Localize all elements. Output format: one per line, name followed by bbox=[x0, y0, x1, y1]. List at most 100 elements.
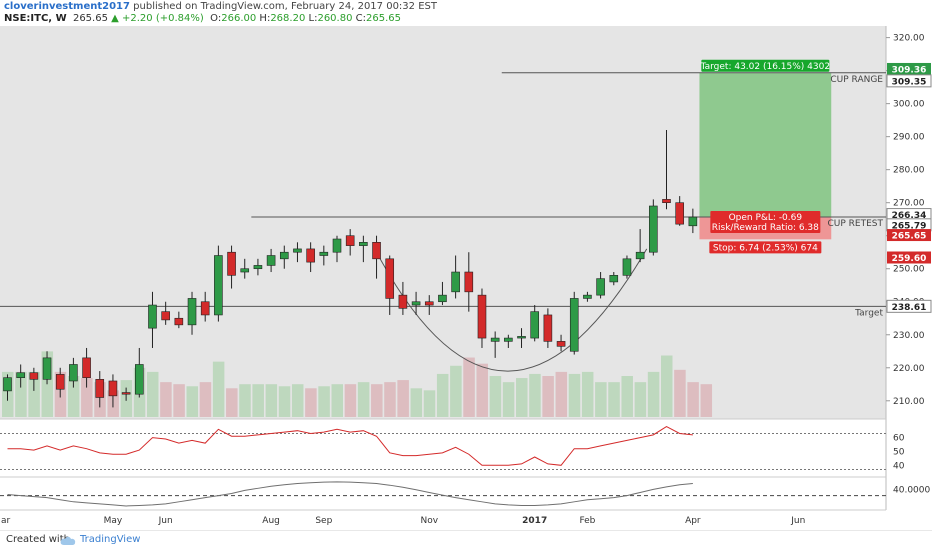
time-axis-label: Jun bbox=[790, 516, 805, 526]
time-axis-label: Nov bbox=[420, 516, 438, 526]
close-label: C: bbox=[355, 13, 366, 24]
candle-body bbox=[451, 271, 460, 293]
symbol-name[interactable]: NSE:ITC, W bbox=[4, 13, 67, 24]
volume-bar bbox=[305, 388, 317, 417]
candle-body bbox=[227, 251, 236, 276]
high-value: 268.20 bbox=[270, 13, 306, 24]
cup-range-label: CUP RANGE bbox=[830, 75, 883, 85]
price-chart[interactable]: 320.00310.00300.00290.00280.00270.00260.… bbox=[0, 26, 932, 530]
target-label-box bbox=[701, 59, 830, 72]
price-label-box bbox=[886, 74, 932, 88]
volume-bar bbox=[581, 371, 594, 417]
cup-curve[interactable] bbox=[376, 248, 648, 372]
candle-body bbox=[148, 304, 157, 329]
candle-body bbox=[200, 301, 210, 316]
candle-body bbox=[398, 294, 408, 309]
volume-bar bbox=[621, 376, 633, 417]
stop-label-box bbox=[709, 241, 822, 254]
time-axis-label: May bbox=[104, 516, 123, 526]
candle-body bbox=[214, 255, 223, 316]
open-label: O: bbox=[210, 13, 222, 24]
volume-bar bbox=[291, 384, 304, 417]
candle-body bbox=[16, 372, 25, 378]
candle-body bbox=[121, 392, 131, 395]
candle-body bbox=[174, 317, 184, 326]
candle-body bbox=[688, 216, 698, 227]
author-link[interactable]: cloverinvestment2017 bbox=[4, 1, 130, 12]
candle-body bbox=[675, 202, 684, 225]
low-value: 260.80 bbox=[317, 13, 353, 24]
volume-bar bbox=[67, 376, 80, 417]
candle-body bbox=[543, 314, 553, 342]
volume-bar bbox=[502, 382, 515, 417]
price-change: ▲ +2.20 (+0.84%) bbox=[111, 13, 204, 24]
volume-bar bbox=[331, 384, 343, 417]
volume-bar bbox=[555, 371, 568, 417]
candle-body bbox=[3, 377, 12, 392]
candle-body bbox=[569, 298, 579, 352]
candle-body bbox=[29, 372, 39, 380]
volume-bar bbox=[450, 365, 462, 417]
volume-bar bbox=[278, 386, 291, 417]
target-label-text: Target: 43.02 (16.15%) 4302 bbox=[700, 62, 830, 72]
published-text: published on TradingView.com, February 2… bbox=[129, 1, 437, 12]
cup-retest-label: CUP RETEST bbox=[828, 219, 884, 229]
volume-bar bbox=[15, 371, 27, 417]
time-axis-label: Sep bbox=[315, 516, 332, 526]
candle-body bbox=[622, 258, 632, 276]
price-label-text: 265.79 bbox=[892, 221, 927, 231]
price-tick-label: 280.00 bbox=[893, 166, 925, 176]
candle-body bbox=[464, 271, 474, 293]
target-zone[interactable] bbox=[699, 72, 832, 218]
oscillator-line[interactable] bbox=[7, 481, 693, 507]
volume-bar bbox=[186, 386, 199, 417]
candle-body bbox=[477, 294, 487, 339]
close-value: 265.65 bbox=[366, 13, 401, 24]
candle-body bbox=[662, 199, 671, 203]
volume-bar bbox=[226, 388, 238, 417]
time-axis-label: Aug bbox=[262, 516, 280, 526]
rsi-line[interactable] bbox=[7, 425, 693, 466]
price-label-box bbox=[887, 229, 931, 242]
volume-bar bbox=[647, 371, 660, 417]
candle-body bbox=[596, 278, 605, 296]
tradingview-link[interactable]: TradingView bbox=[80, 534, 141, 545]
volume-bar bbox=[265, 384, 278, 417]
created-with-text: Created with bbox=[6, 534, 70, 545]
candle-body bbox=[42, 357, 52, 380]
open-value: 266.00 bbox=[221, 13, 257, 24]
candle-body bbox=[161, 311, 170, 321]
volume-bar bbox=[371, 384, 383, 417]
last-price: 265.65 bbox=[72, 13, 108, 24]
time-axis-label: Feb bbox=[579, 516, 595, 526]
price-label-box bbox=[886, 299, 932, 313]
volume-bar bbox=[146, 371, 159, 417]
candle-body bbox=[635, 251, 645, 260]
stop-label-text: Stop: 6.74 (2.53%) 674 bbox=[713, 243, 818, 253]
volume-bar bbox=[674, 369, 686, 417]
candle-body bbox=[649, 205, 658, 253]
candle-body bbox=[135, 364, 144, 395]
candle-body bbox=[359, 242, 368, 246]
candle-body bbox=[95, 379, 105, 398]
volume-bar bbox=[634, 382, 647, 417]
open-pnl-text: Open P&L: -0.69 bbox=[729, 213, 803, 223]
footer: Created with TradingView bbox=[0, 530, 932, 551]
volume-bar bbox=[173, 384, 185, 417]
price-tick-label: 250.00 bbox=[893, 265, 925, 275]
candle-body bbox=[253, 265, 263, 270]
candle-body bbox=[372, 242, 381, 260]
volume-bar bbox=[463, 357, 475, 417]
candle-body bbox=[609, 275, 619, 283]
candle-body bbox=[187, 298, 197, 326]
low-label: L: bbox=[308, 13, 318, 24]
volume-bar bbox=[252, 384, 264, 417]
candle-body bbox=[240, 268, 250, 273]
candle-body bbox=[424, 301, 434, 306]
volume-bar bbox=[357, 382, 370, 417]
time-axis[interactable]: ar May Jun Aug Sep Nov 2017 Feb Apr Jun bbox=[1, 516, 805, 526]
chart-header: cloverinvestment2017 published on Tradin… bbox=[0, 0, 932, 26]
volume-bar bbox=[410, 388, 423, 417]
time-axis-label: Apr bbox=[685, 516, 701, 526]
candle-body bbox=[530, 311, 540, 339]
